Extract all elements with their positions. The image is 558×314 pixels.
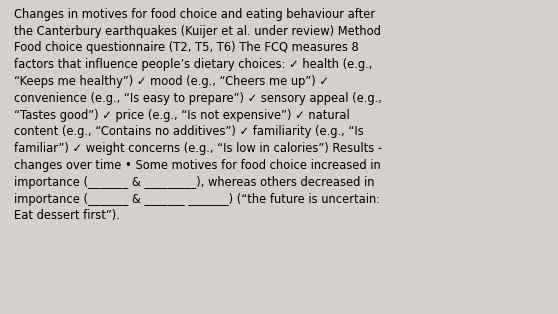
Text: Changes in motives for food choice and eating behaviour after
the Canterbury ear: Changes in motives for food choice and e… [14,8,382,222]
